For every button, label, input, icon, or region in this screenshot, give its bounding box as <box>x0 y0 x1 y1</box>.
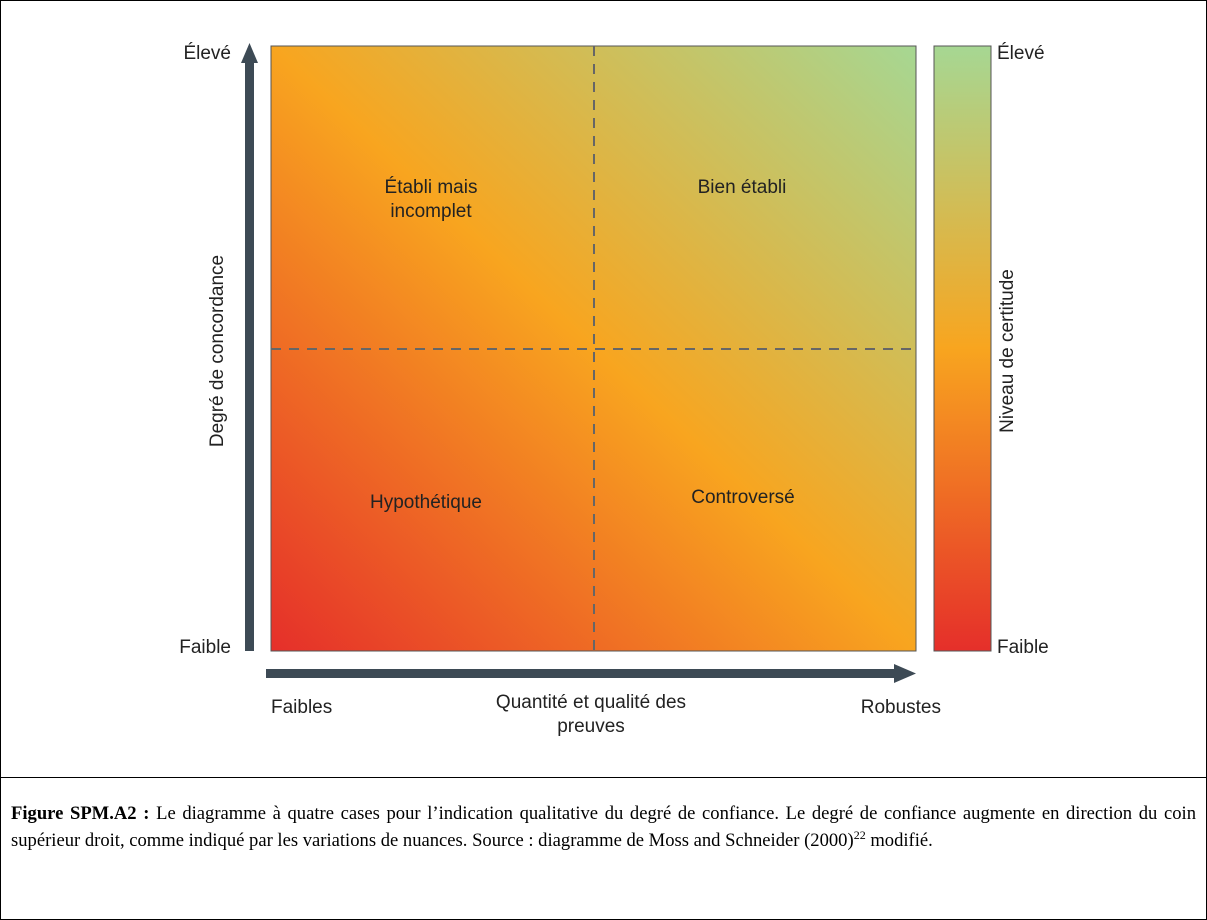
caption: Figure SPM.A2 : Le diagramme à quatre ca… <box>1 777 1206 919</box>
x-label: Quantité et qualité des <box>496 692 686 713</box>
scale-low: Faible <box>997 637 1049 658</box>
caption-superscript: 22 <box>853 827 866 842</box>
quadrant-label: Bien établi <box>698 177 787 198</box>
scale-bar <box>933 45 992 652</box>
scale-high: Élevé <box>997 43 1045 64</box>
y-arrow <box>245 61 254 651</box>
x-low: Faibles <box>271 697 332 718</box>
x-arrow-head <box>894 664 916 683</box>
y-arrow-head <box>241 43 258 63</box>
y-high: Élevé <box>183 43 231 64</box>
x-arrow <box>266 669 896 678</box>
caption-text-end: modifié. <box>865 830 933 851</box>
quadrant-label: Hypothétique <box>370 492 482 513</box>
scale-label: Niveau de certitude <box>997 269 1018 433</box>
x-high: Robustes <box>861 697 941 718</box>
quadrant-label: Controversé <box>691 487 795 508</box>
x-label: preuves <box>557 716 625 737</box>
quadrant-label: Établi mais <box>385 177 478 198</box>
quadrant-label: incomplet <box>390 201 472 222</box>
y-label: Degré de concordance <box>207 255 228 447</box>
caption-label: Figure SPM.A2 : <box>11 803 150 824</box>
caption-text: Le diagramme à quatre cases pour l’indic… <box>11 803 1196 851</box>
y-low: Faible <box>179 637 231 658</box>
diagram: Élevé Faible Degré de concordance Faible… <box>179 43 1049 737</box>
